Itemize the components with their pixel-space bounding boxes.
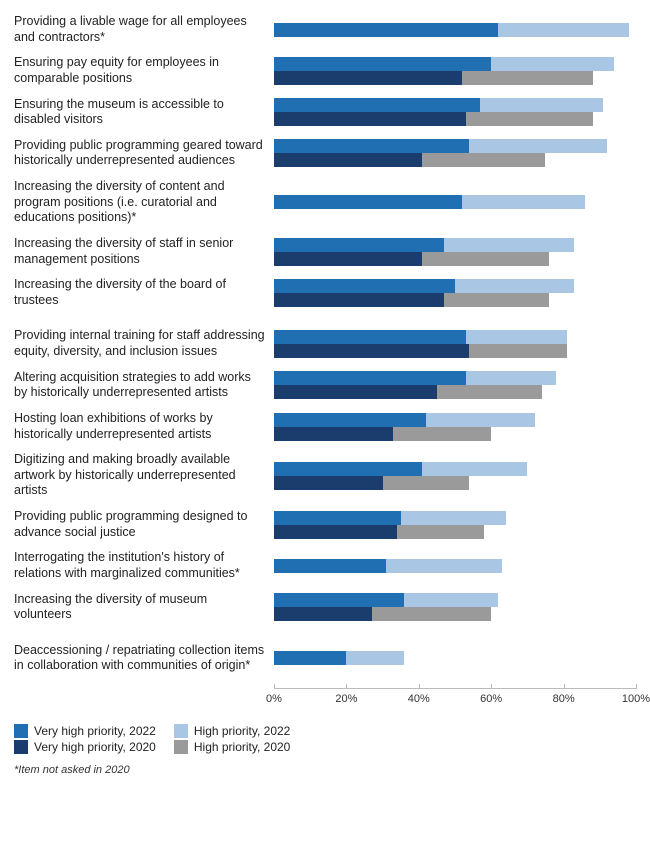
bar-group (274, 279, 636, 307)
row-label: Ensuring the museum is accessible to dis… (14, 97, 274, 128)
bar-2020 (274, 112, 636, 126)
bar-2022 (274, 559, 636, 573)
row-label: Deaccessioning / repatriating collection… (14, 643, 274, 674)
bar-group (274, 462, 636, 490)
bar-2020 (274, 607, 636, 621)
chart-row: Ensuring pay equity for employees in com… (14, 55, 636, 86)
row-label: Hosting loan exhibitions of works by his… (14, 411, 274, 442)
bar-2022 (274, 511, 636, 525)
legend-label: High priority, 2022 (194, 724, 291, 738)
bar-2020 (274, 427, 636, 441)
bar-2022 (274, 330, 636, 344)
legend: Very high priority, 2022 High priority, … (14, 724, 636, 754)
chart-row: Altering acquisition strategies to add w… (14, 370, 636, 401)
bar-2022 (274, 371, 636, 385)
row-label: Interrogating the institution's history … (14, 550, 274, 581)
bar-group (274, 559, 636, 573)
row-label: Providing internal training for staff ad… (14, 328, 274, 359)
chart-row: Hosting loan exhibitions of works by his… (14, 411, 636, 442)
bar-group (274, 593, 636, 621)
chart-row: Providing public programming designed to… (14, 509, 636, 540)
row-label: Increasing the diversity of museum volun… (14, 592, 274, 623)
bar-group (274, 330, 636, 358)
bar-2022 (274, 238, 636, 252)
chart-row: Increasing the diversity of the board of… (14, 277, 636, 308)
bar-group (274, 651, 636, 665)
bar-2020 (274, 252, 636, 266)
bar-2022 (274, 462, 636, 476)
bar-group (274, 195, 636, 209)
row-label: Providing public programming geared towa… (14, 138, 274, 169)
chart-row: Increasing the diversity of content and … (14, 179, 636, 226)
legend-very-high-2020: Very high priority, 2020 (14, 740, 156, 754)
row-label: Digitizing and making broadly available … (14, 452, 274, 499)
bar-2022 (274, 57, 636, 71)
bar-2020 (274, 344, 636, 358)
row-label: Providing public programming designed to… (14, 509, 274, 540)
chart-row: Providing public programming geared towa… (14, 138, 636, 169)
footnote: *Item not asked in 2020 (14, 764, 636, 776)
legend-high-2022: High priority, 2022 (174, 724, 291, 738)
bar-group (274, 98, 636, 126)
bar-2020 (274, 476, 636, 490)
legend-very-high-2022: Very high priority, 2022 (14, 724, 156, 738)
row-label: Increasing the diversity of content and … (14, 179, 274, 226)
legend-label: Very high priority, 2020 (34, 740, 156, 754)
bar-2020 (274, 385, 636, 399)
bar-2022 (274, 98, 636, 112)
row-label: Altering acquisition strategies to add w… (14, 370, 274, 401)
legend-high-2020: High priority, 2020 (174, 740, 291, 754)
row-label: Increasing the diversity of staff in sen… (14, 236, 274, 267)
bar-2020 (274, 71, 636, 85)
bar-2022 (274, 593, 636, 607)
bar-group (274, 511, 636, 539)
chart-row: Increasing the diversity of staff in sen… (14, 236, 636, 267)
axis-tick-label: 20% (335, 693, 357, 705)
chart-row: Ensuring the museum is accessible to dis… (14, 97, 636, 128)
bar-2022 (274, 195, 636, 209)
legend-label: High priority, 2020 (194, 740, 291, 754)
chart-row: Interrogating the institution's history … (14, 550, 636, 581)
bar-2022 (274, 651, 636, 665)
x-axis: 0%20%40%60%80%100% (14, 688, 636, 710)
axis-tick-label: 60% (480, 693, 502, 705)
bar-group (274, 139, 636, 167)
bar-2022 (274, 139, 636, 153)
axis-tick-label: 80% (553, 693, 575, 705)
axis-tick-label: 0% (266, 693, 282, 705)
row-label: Providing a livable wage for all employe… (14, 14, 274, 45)
chart-row: Increasing the diversity of museum volun… (14, 592, 636, 623)
row-label: Ensuring pay equity for employees in com… (14, 55, 274, 86)
chart-row: Providing internal training for staff ad… (14, 328, 636, 359)
chart-row: Providing a livable wage for all employe… (14, 14, 636, 45)
row-label: Increasing the diversity of the board of… (14, 277, 274, 308)
bar-group (274, 413, 636, 441)
bar-2020 (274, 525, 636, 539)
bar-2020 (274, 293, 636, 307)
bar-2020 (274, 153, 636, 167)
chart-rows: Providing a livable wage for all employe… (14, 14, 636, 688)
bar-group (274, 23, 636, 37)
bar-group (274, 57, 636, 85)
bar-2022 (274, 413, 636, 427)
chart-row: Deaccessioning / repatriating collection… (14, 643, 636, 674)
axis-tick-label: 100% (622, 693, 650, 705)
priority-chart: Providing a livable wage for all employe… (14, 14, 636, 776)
bar-group (274, 371, 636, 399)
bar-2022 (274, 23, 636, 37)
bar-2022 (274, 279, 636, 293)
axis-tick-label: 40% (408, 693, 430, 705)
bar-group (274, 238, 636, 266)
legend-label: Very high priority, 2022 (34, 724, 156, 738)
chart-row: Digitizing and making broadly available … (14, 452, 636, 499)
